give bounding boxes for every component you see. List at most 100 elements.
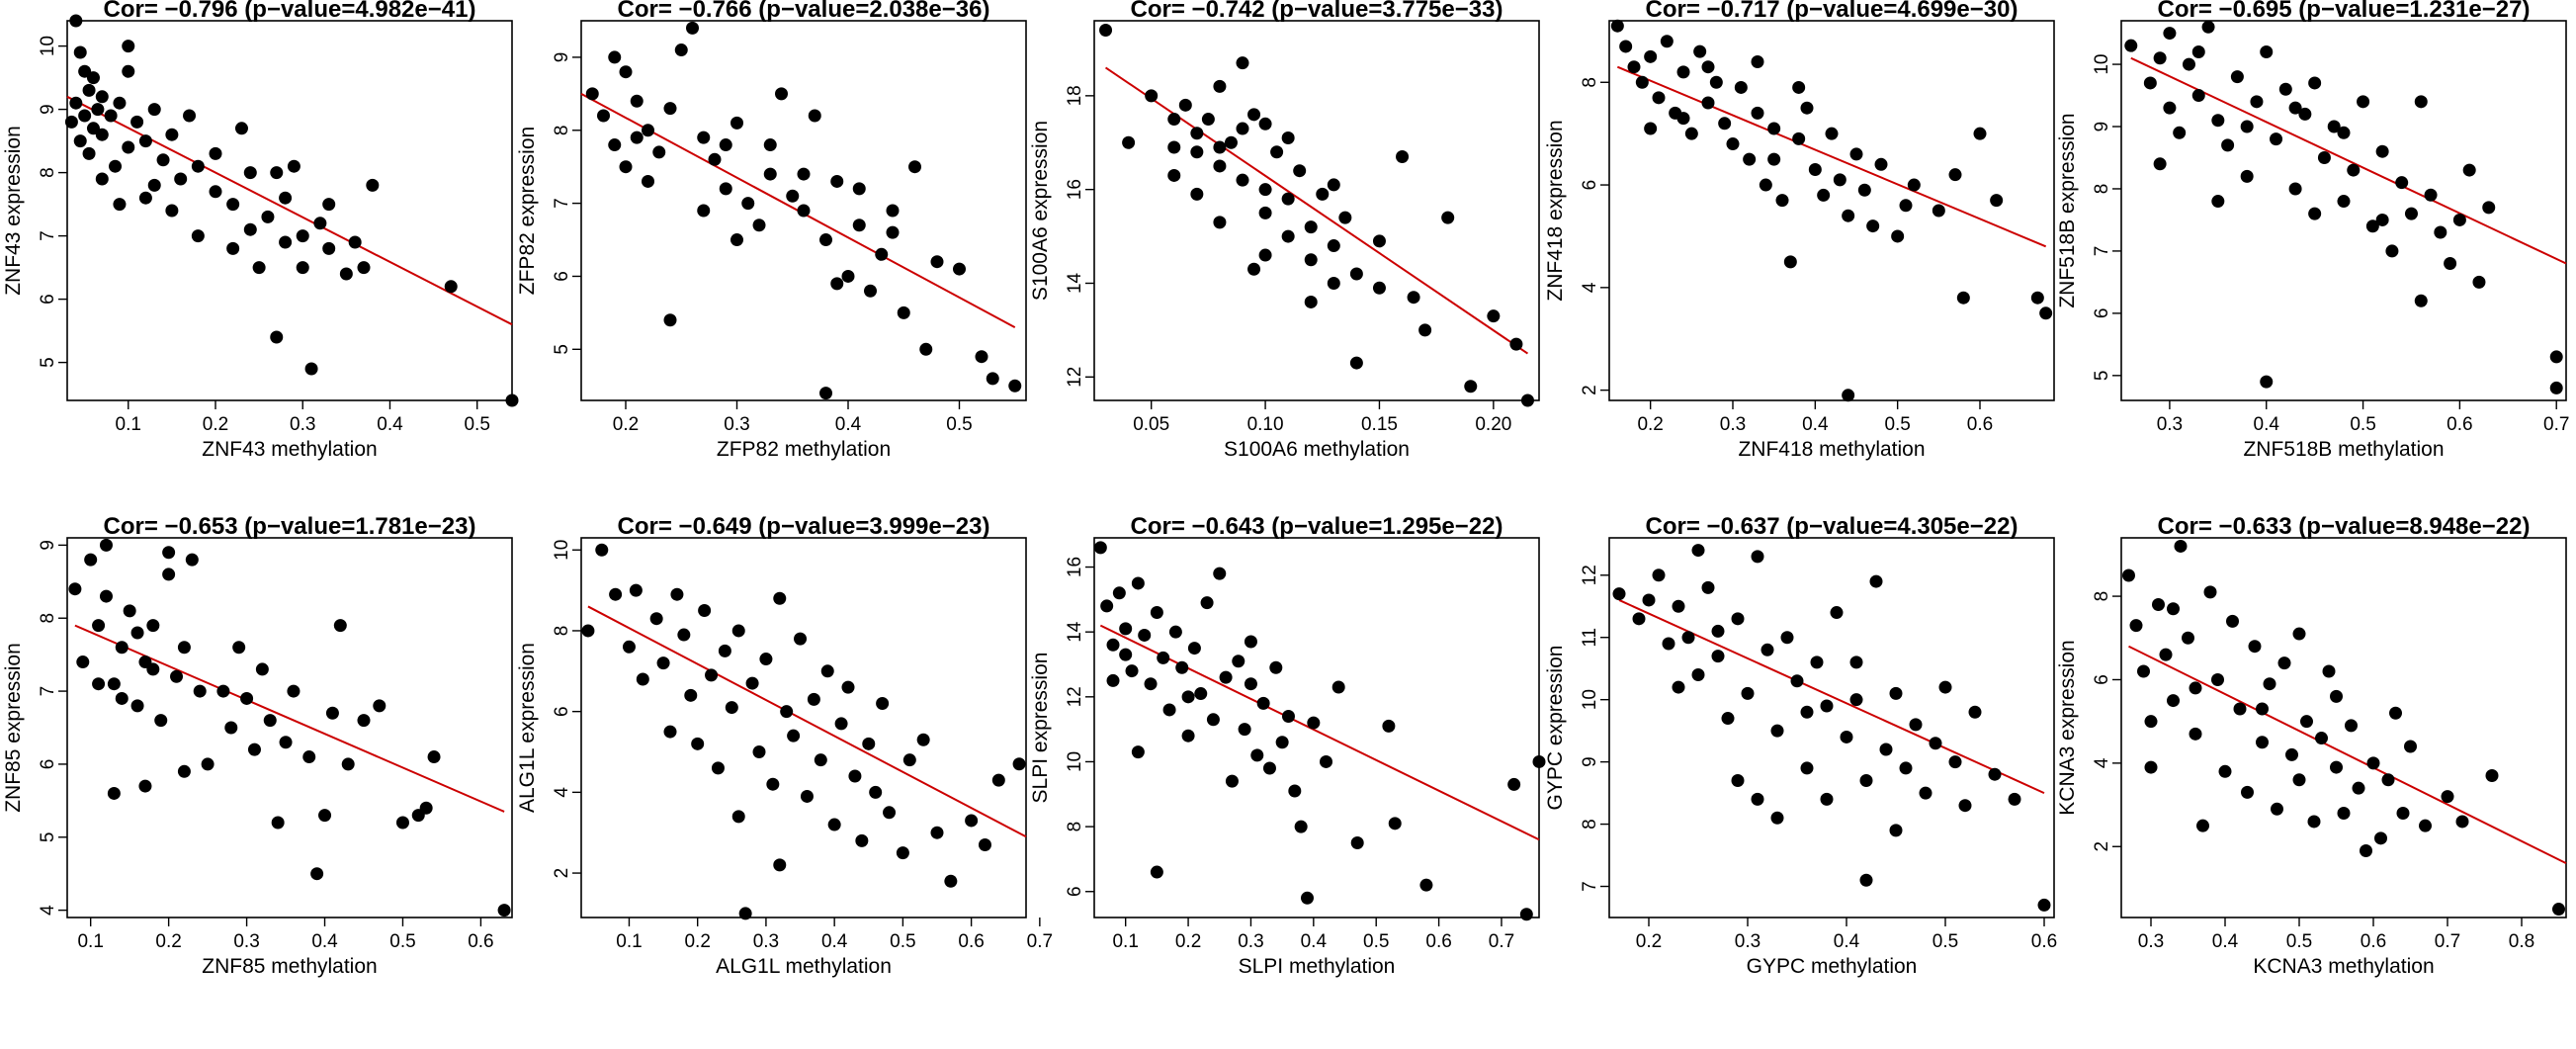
data-point xyxy=(1307,716,1321,730)
y-tick-label: 9 xyxy=(552,52,572,63)
data-point xyxy=(1731,774,1745,788)
data-point xyxy=(1507,777,1521,791)
x-tick-label: 0.2 xyxy=(613,414,639,435)
data-point xyxy=(1672,680,1685,694)
data-point xyxy=(2396,807,2410,821)
data-point xyxy=(2201,20,2215,34)
data-point xyxy=(1833,173,1846,187)
data-point xyxy=(193,684,207,698)
data-point xyxy=(1181,729,1195,743)
data-point xyxy=(1751,106,1764,120)
plot-frame xyxy=(1608,537,2055,918)
y-tick-label: 5 xyxy=(2092,371,2112,382)
data-point xyxy=(115,691,129,705)
y-tick-label: 2 xyxy=(1580,385,1600,395)
data-point xyxy=(109,159,123,173)
data-point xyxy=(2472,275,2486,289)
data-point xyxy=(1247,108,1261,122)
data-point xyxy=(1187,642,1201,656)
data-point xyxy=(797,167,811,181)
y-tick-label: 6 xyxy=(2092,308,2112,319)
data-point xyxy=(2159,648,2173,661)
data-point xyxy=(2226,614,2239,628)
data-point xyxy=(642,174,654,188)
data-point xyxy=(122,40,135,53)
regression-line xyxy=(2130,56,2567,265)
data-point xyxy=(1304,295,1318,308)
data-point xyxy=(1372,281,1386,295)
data-point xyxy=(786,189,800,203)
data-point xyxy=(270,166,284,180)
data-point xyxy=(302,750,316,764)
data-point xyxy=(1684,127,1698,140)
chart-title: Cor= −0.637 (p−value=4.305e−22) xyxy=(1646,513,2018,540)
data-point xyxy=(2256,736,2269,749)
data-point xyxy=(123,604,136,618)
data-point xyxy=(965,814,979,828)
data-point xyxy=(1206,713,1220,727)
data-point xyxy=(2360,843,2372,857)
data-point xyxy=(1106,638,1120,652)
data-point xyxy=(130,626,144,640)
data-point xyxy=(855,833,869,847)
data-point xyxy=(1349,267,1363,281)
data-point xyxy=(1099,23,1113,37)
data-point xyxy=(99,589,113,603)
y-tick-label: 14 xyxy=(1065,272,1085,294)
data-point xyxy=(674,44,688,57)
data-point xyxy=(165,128,179,141)
data-point xyxy=(1718,117,1732,131)
data-point xyxy=(1759,178,1772,192)
x-tick-label: 0.4 xyxy=(821,931,848,952)
data-point xyxy=(2248,640,2262,654)
data-point xyxy=(775,87,788,101)
data-point xyxy=(1487,309,1501,323)
data-point xyxy=(1327,239,1340,253)
scatter-panel: Cor= −0.649 (p−value=3.999e−23) 0.1 0.2 0.3… xyxy=(516,513,1053,978)
data-point xyxy=(930,255,944,269)
y-tick-label: 6 xyxy=(1065,886,1085,897)
y-tick-label: 5 xyxy=(38,357,58,368)
data-point xyxy=(1162,703,1176,717)
data-point xyxy=(1874,157,1888,171)
data-point xyxy=(497,904,511,918)
x-tick-label: 0.4 xyxy=(1802,414,1829,435)
data-point xyxy=(1731,612,1745,626)
data-point xyxy=(636,672,649,686)
data-point xyxy=(2327,120,2341,133)
regression-line xyxy=(1616,65,2047,248)
data-point xyxy=(2144,715,2158,729)
data-point xyxy=(2167,694,2180,708)
data-point xyxy=(619,65,633,79)
data-point xyxy=(2240,120,2254,133)
data-point xyxy=(773,858,787,872)
data-point xyxy=(1701,96,1715,110)
data-point xyxy=(705,668,719,682)
data-point xyxy=(91,103,105,117)
data-point xyxy=(287,684,301,698)
data-point xyxy=(279,736,293,749)
data-point xyxy=(255,662,269,676)
data-point xyxy=(1859,873,1873,887)
regression-line xyxy=(2128,645,2567,865)
data-point xyxy=(165,204,179,218)
data-point xyxy=(773,591,787,605)
data-point xyxy=(731,810,745,824)
x-tick-label: 0.1 xyxy=(616,931,642,952)
data-point xyxy=(310,867,324,881)
data-point xyxy=(1948,168,1962,182)
regression-line xyxy=(1104,66,1529,355)
data-point xyxy=(1288,784,1302,798)
x-tick-label: 0.6 xyxy=(2031,931,2057,952)
data-point xyxy=(147,178,161,192)
chart-title: Cor= −0.796 (p−value=4.982e−41) xyxy=(104,0,476,23)
data-point xyxy=(869,785,883,799)
data-point xyxy=(883,806,897,820)
x-axis-label: ALG1L methylation xyxy=(716,955,892,978)
data-point xyxy=(1691,667,1705,681)
data-point xyxy=(209,146,222,160)
data-point xyxy=(130,699,144,713)
x-axis-label: S100A6 methylation xyxy=(1224,438,1410,461)
data-point xyxy=(2143,76,2157,90)
data-point xyxy=(1691,544,1705,558)
